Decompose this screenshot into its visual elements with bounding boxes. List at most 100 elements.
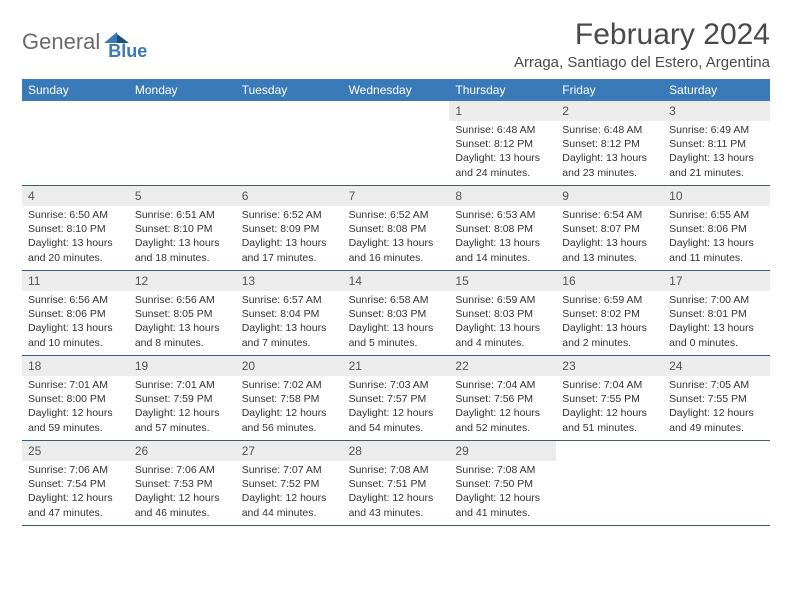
dow-thursday: Thursday: [449, 79, 556, 101]
day-data: Sunrise: 7:06 AMSunset: 7:53 PMDaylight:…: [129, 461, 236, 524]
day-number: 12: [129, 271, 236, 291]
day-data: Sunrise: 6:58 AMSunset: 8:03 PMDaylight:…: [343, 291, 450, 354]
location-text: Arraga, Santiago del Estero, Argentina: [514, 54, 770, 71]
sunrise-text: Sunrise: 6:58 AM: [349, 293, 444, 307]
daylight-line2: and 41 minutes.: [455, 506, 550, 520]
day-data: Sunrise: 6:51 AMSunset: 8:10 PMDaylight:…: [129, 206, 236, 269]
day-number: 20: [236, 356, 343, 376]
day-cell: 14Sunrise: 6:58 AMSunset: 8:03 PMDayligh…: [343, 271, 450, 355]
daylight-line1: Daylight: 12 hours: [562, 406, 657, 420]
day-number: 21: [343, 356, 450, 376]
daylight-line2: and 47 minutes.: [28, 506, 123, 520]
daylight-line1: Daylight: 13 hours: [242, 321, 337, 335]
day-cell: [129, 101, 236, 185]
daylight-line2: and 17 minutes.: [242, 251, 337, 265]
sunset-text: Sunset: 8:05 PM: [135, 307, 230, 321]
daylight-line1: Daylight: 13 hours: [455, 236, 550, 250]
day-number: 27: [236, 441, 343, 461]
brand-logo: General Blue: [22, 24, 147, 60]
daylight-line1: Daylight: 12 hours: [135, 406, 230, 420]
daylight-line1: Daylight: 13 hours: [455, 321, 550, 335]
day-cell: 11Sunrise: 6:56 AMSunset: 8:06 PMDayligh…: [22, 271, 129, 355]
month-title: February 2024: [514, 18, 770, 52]
sunrise-text: Sunrise: 7:08 AM: [349, 463, 444, 477]
day-number: 11: [22, 271, 129, 291]
daylight-line2: and 13 minutes.: [562, 251, 657, 265]
day-data: Sunrise: 6:56 AMSunset: 8:06 PMDaylight:…: [22, 291, 129, 354]
sunset-text: Sunset: 8:08 PM: [349, 222, 444, 236]
day-cell: 29Sunrise: 7:08 AMSunset: 7:50 PMDayligh…: [449, 441, 556, 525]
day-number: 18: [22, 356, 129, 376]
day-cell: 16Sunrise: 6:59 AMSunset: 8:02 PMDayligh…: [556, 271, 663, 355]
day-cell: 27Sunrise: 7:07 AMSunset: 7:52 PMDayligh…: [236, 441, 343, 525]
day-data: Sunrise: 7:07 AMSunset: 7:52 PMDaylight:…: [236, 461, 343, 524]
daylight-line2: and 56 minutes.: [242, 421, 337, 435]
sunset-text: Sunset: 8:11 PM: [669, 137, 764, 151]
daylight-line2: and 14 minutes.: [455, 251, 550, 265]
day-cell: 21Sunrise: 7:03 AMSunset: 7:57 PMDayligh…: [343, 356, 450, 440]
week-row: 4Sunrise: 6:50 AMSunset: 8:10 PMDaylight…: [22, 186, 770, 271]
sunset-text: Sunset: 8:07 PM: [562, 222, 657, 236]
daylight-line1: Daylight: 13 hours: [28, 321, 123, 335]
sunset-text: Sunset: 8:01 PM: [669, 307, 764, 321]
sunset-text: Sunset: 7:56 PM: [455, 392, 550, 406]
sunset-text: Sunset: 8:12 PM: [455, 137, 550, 151]
daylight-line1: Daylight: 12 hours: [242, 406, 337, 420]
sunrise-text: Sunrise: 6:50 AM: [28, 208, 123, 222]
sunset-text: Sunset: 7:59 PM: [135, 392, 230, 406]
day-number: [556, 441, 663, 461]
daylight-line2: and 23 minutes.: [562, 166, 657, 180]
sunset-text: Sunset: 7:50 PM: [455, 477, 550, 491]
day-cell: 18Sunrise: 7:01 AMSunset: 8:00 PMDayligh…: [22, 356, 129, 440]
day-cell: 12Sunrise: 6:56 AMSunset: 8:05 PMDayligh…: [129, 271, 236, 355]
daylight-line2: and 24 minutes.: [455, 166, 550, 180]
week-row: 11Sunrise: 6:56 AMSunset: 8:06 PMDayligh…: [22, 271, 770, 356]
sunrise-text: Sunrise: 7:08 AM: [455, 463, 550, 477]
sunrise-text: Sunrise: 7:06 AM: [135, 463, 230, 477]
day-cell: 1Sunrise: 6:48 AMSunset: 8:12 PMDaylight…: [449, 101, 556, 185]
daylight-line1: Daylight: 12 hours: [28, 406, 123, 420]
sunrise-text: Sunrise: 6:52 AM: [242, 208, 337, 222]
day-number: 9: [556, 186, 663, 206]
weeks-container: 1Sunrise: 6:48 AMSunset: 8:12 PMDaylight…: [22, 101, 770, 526]
day-number: [22, 101, 129, 121]
day-number: 13: [236, 271, 343, 291]
daylight-line2: and 0 minutes.: [669, 336, 764, 350]
day-cell: 17Sunrise: 7:00 AMSunset: 8:01 PMDayligh…: [663, 271, 770, 355]
daylight-line2: and 59 minutes.: [28, 421, 123, 435]
day-data: Sunrise: 6:59 AMSunset: 8:02 PMDaylight:…: [556, 291, 663, 354]
sunset-text: Sunset: 8:10 PM: [28, 222, 123, 236]
daylight-line1: Daylight: 13 hours: [669, 151, 764, 165]
sunset-text: Sunset: 8:10 PM: [135, 222, 230, 236]
dow-tuesday: Tuesday: [236, 79, 343, 101]
day-cell: [663, 441, 770, 525]
daylight-line1: Daylight: 13 hours: [242, 236, 337, 250]
daylight-line1: Daylight: 12 hours: [28, 491, 123, 505]
day-number: 26: [129, 441, 236, 461]
daylight-line2: and 18 minutes.: [135, 251, 230, 265]
day-number: 25: [22, 441, 129, 461]
sunrise-text: Sunrise: 6:51 AM: [135, 208, 230, 222]
day-data: Sunrise: 7:06 AMSunset: 7:54 PMDaylight:…: [22, 461, 129, 524]
sunset-text: Sunset: 7:51 PM: [349, 477, 444, 491]
sunset-text: Sunset: 8:03 PM: [455, 307, 550, 321]
day-number: 24: [663, 356, 770, 376]
day-cell: 23Sunrise: 7:04 AMSunset: 7:55 PMDayligh…: [556, 356, 663, 440]
sunrise-text: Sunrise: 6:52 AM: [349, 208, 444, 222]
daylight-line2: and 5 minutes.: [349, 336, 444, 350]
daylight-line2: and 10 minutes.: [28, 336, 123, 350]
daylight-line2: and 11 minutes.: [669, 251, 764, 265]
day-cell: 20Sunrise: 7:02 AMSunset: 7:58 PMDayligh…: [236, 356, 343, 440]
day-data: Sunrise: 7:04 AMSunset: 7:56 PMDaylight:…: [449, 376, 556, 439]
daylight-line2: and 7 minutes.: [242, 336, 337, 350]
day-number: 5: [129, 186, 236, 206]
dow-wednesday: Wednesday: [343, 79, 450, 101]
daylight-line1: Daylight: 13 hours: [135, 321, 230, 335]
sunset-text: Sunset: 8:09 PM: [242, 222, 337, 236]
day-data: Sunrise: 6:55 AMSunset: 8:06 PMDaylight:…: [663, 206, 770, 269]
daylight-line1: Daylight: 13 hours: [349, 321, 444, 335]
day-number: [236, 101, 343, 121]
day-cell: 5Sunrise: 6:51 AMSunset: 8:10 PMDaylight…: [129, 186, 236, 270]
dow-saturday: Saturday: [663, 79, 770, 101]
day-cell: 6Sunrise: 6:52 AMSunset: 8:09 PMDaylight…: [236, 186, 343, 270]
